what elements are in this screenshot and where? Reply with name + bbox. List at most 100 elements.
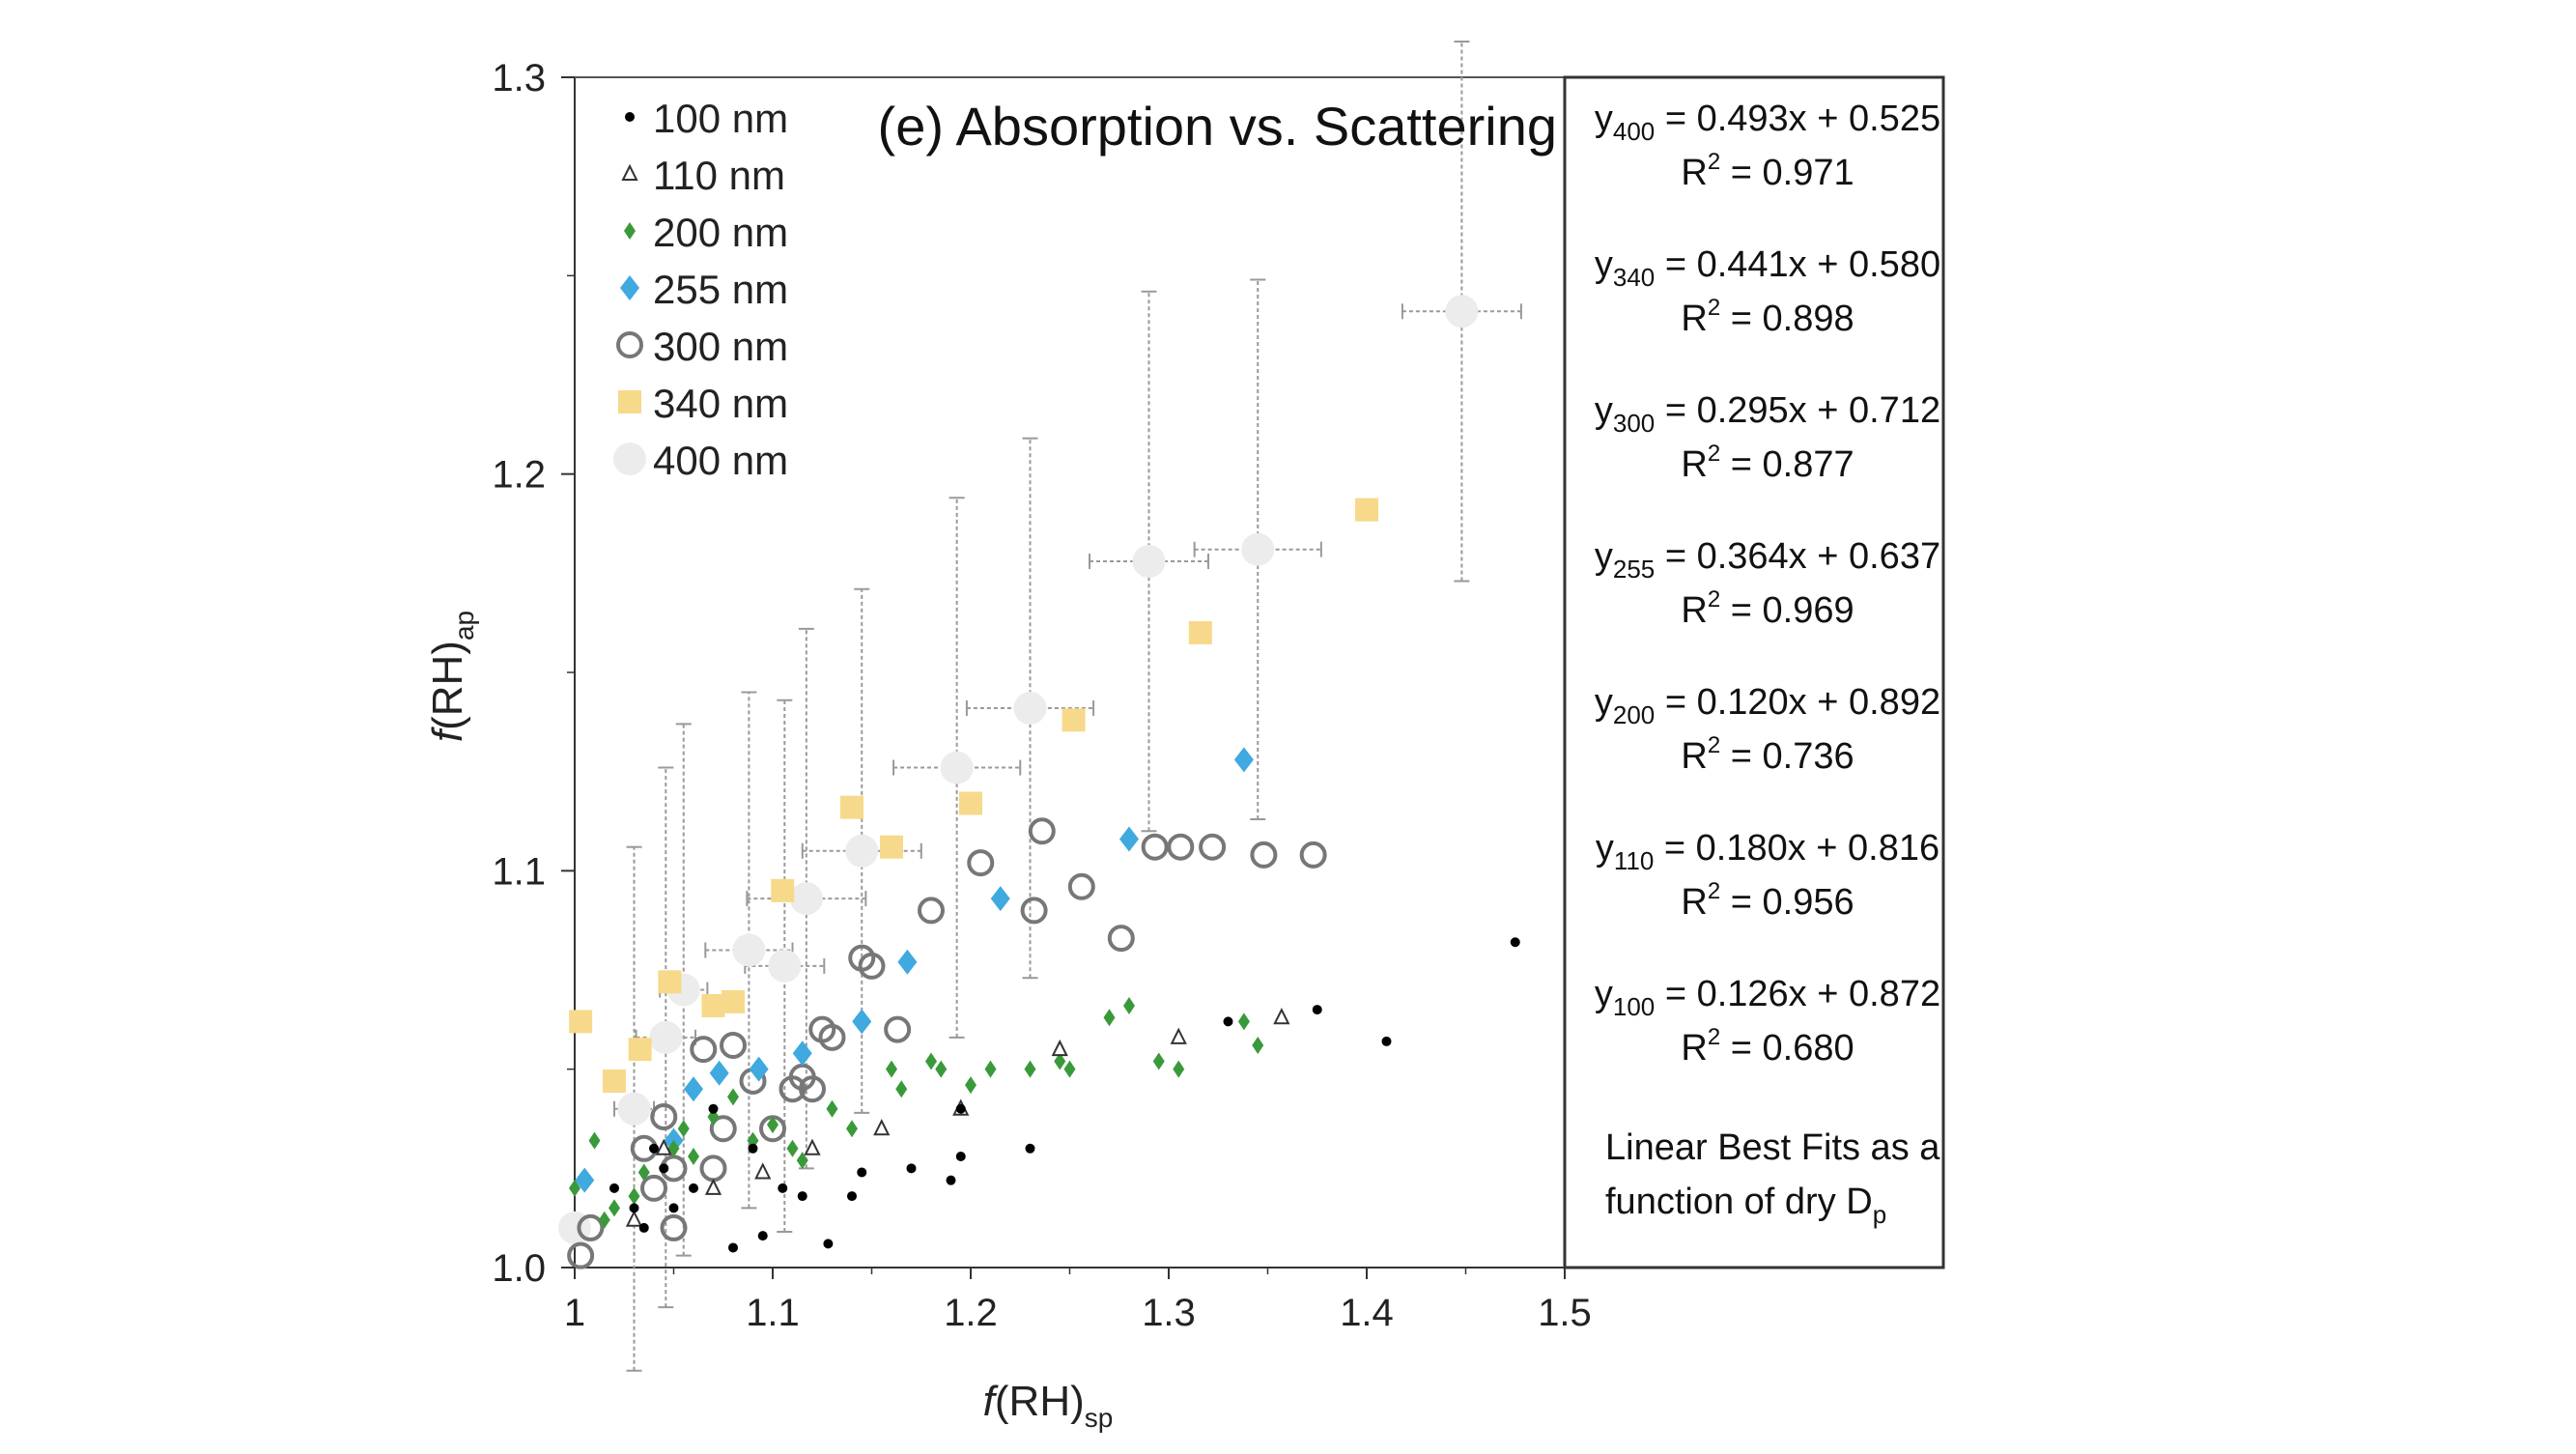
point-300-nm	[1141, 833, 1169, 861]
point-200-nm	[846, 1120, 858, 1138]
point-200-nm	[965, 1076, 977, 1095]
point-400-nm	[732, 933, 766, 967]
legend-marker	[625, 112, 635, 122]
point-400-nm	[1013, 691, 1047, 725]
point-200-nm	[1063, 1060, 1076, 1078]
point-100-nm	[668, 1203, 679, 1213]
point-300-nm	[858, 952, 886, 980]
point-200-nm	[1237, 1012, 1250, 1031]
point-100-nm	[708, 1103, 719, 1114]
point-100-nm	[1381, 1036, 1392, 1046]
y-tick-label: 1.2	[492, 454, 546, 497]
point-110-nm	[1051, 1039, 1068, 1057]
y-axis-label: f(RH)ap	[424, 611, 479, 742]
axes: 1 1.1 1.2 1.3 1.4 1.5 1.0 1.1 1.2 1.3 f(RH)sp f(RH)…	[424, 57, 1592, 1433]
point-340-nm	[603, 1069, 626, 1093]
point-340-nm	[701, 993, 725, 1017]
legend-marker	[613, 442, 646, 475]
point-100-nm	[757, 1231, 768, 1241]
point-255-nm	[684, 1076, 703, 1102]
point-340-nm	[628, 1038, 652, 1062]
point-200-nm	[935, 1060, 948, 1078]
fit-r-squared: R2 = 0.680	[1681, 1024, 1854, 1069]
point-200-nm	[598, 1211, 610, 1229]
point-100-nm	[847, 1191, 857, 1202]
point-200-nm	[677, 1120, 690, 1138]
legend-label: 340 nm	[653, 381, 788, 426]
point-300-nm	[1067, 872, 1095, 900]
point-100-nm	[857, 1167, 867, 1178]
point-340-nm	[959, 791, 982, 815]
point-400-nm	[768, 949, 802, 983]
legend-marker	[620, 275, 639, 300]
point-255-nm	[792, 1041, 812, 1067]
point-100-nm	[1025, 1143, 1035, 1154]
point-300-nm	[690, 1036, 718, 1064]
point-200-nm	[1152, 1052, 1165, 1070]
point-255-nm	[749, 1056, 769, 1082]
point-340-nm	[880, 835, 903, 859]
point-340-nm	[1188, 620, 1212, 644]
point-100-nm	[823, 1239, 834, 1249]
fit-r-squared: R2 = 0.877	[1681, 441, 1854, 485]
point-300-nm	[720, 1032, 747, 1060]
fit-r-squared: R2 = 0.736	[1681, 732, 1854, 777]
point-100-nm	[797, 1191, 807, 1202]
point-400-nm	[845, 834, 879, 868]
point-200-nm	[609, 1199, 620, 1217]
point-200-nm	[984, 1060, 997, 1078]
fit-r-squared: R2 = 0.969	[1681, 586, 1854, 631]
point-100-nm	[946, 1175, 956, 1185]
point-300-nm	[918, 897, 945, 925]
x-tick-label: 1.2	[944, 1292, 998, 1334]
point-200-nm	[1252, 1037, 1264, 1055]
point-100-nm	[955, 1103, 966, 1114]
point-255-nm	[1233, 747, 1254, 773]
fit-r-squared: R2 = 0.898	[1681, 295, 1854, 339]
chart-title: (e) Absorption vs. Scattering	[878, 96, 1557, 157]
point-200-nm	[1123, 996, 1135, 1014]
point-100-nm	[1223, 1016, 1233, 1027]
legend-marker	[618, 390, 641, 413]
legend: 100 nm 110 nm 200 nm 255 nm 300 nm 340 nm 400 …	[613, 96, 788, 483]
fit-r-squared: R2 = 0.956	[1681, 878, 1854, 923]
point-300-nm	[818, 1023, 846, 1051]
data-points	[558, 295, 1520, 1269]
y-tick-label: 1.0	[492, 1247, 546, 1290]
legend-label: 255 nm	[653, 267, 788, 312]
x-tick-label: 1.1	[746, 1292, 800, 1334]
fit-note-line2: function of dry Dp	[1605, 1182, 1886, 1229]
point-100-nm	[649, 1143, 659, 1154]
point-200-nm	[886, 1060, 897, 1078]
point-400-nm	[649, 1020, 683, 1054]
point-340-nm	[569, 1010, 593, 1034]
legend-label: 100 nm	[653, 96, 788, 141]
legend-label: 300 nm	[653, 324, 788, 369]
fit-equation: y110 = 0.180x + 0.816	[1596, 828, 1939, 875]
point-100-nm	[906, 1163, 917, 1174]
point-340-nm	[722, 989, 745, 1013]
fit-note-line1: Linear Best Fits as a	[1605, 1127, 1940, 1168]
point-300-nm	[640, 1174, 667, 1202]
point-300-nm	[967, 849, 995, 877]
point-200-nm	[588, 1131, 601, 1150]
point-340-nm	[1062, 708, 1086, 732]
point-255-nm	[897, 949, 918, 975]
point-255-nm	[990, 886, 1010, 912]
point-110-nm	[1273, 1008, 1290, 1025]
point-300-nm	[1299, 841, 1327, 869]
point-300-nm	[1107, 925, 1135, 953]
point-200-nm	[637, 1163, 650, 1182]
x-tick-label: 1.3	[1142, 1292, 1196, 1334]
point-200-nm	[688, 1148, 699, 1166]
point-110-nm	[754, 1162, 772, 1180]
legend-marker	[621, 163, 638, 181]
x-tick-label: 1.5	[1538, 1292, 1592, 1334]
point-100-nm	[629, 1203, 639, 1213]
point-400-nm	[789, 882, 823, 916]
point-100-nm	[638, 1222, 649, 1233]
point-300-nm	[1020, 897, 1048, 925]
point-300-nm	[567, 1241, 595, 1269]
point-340-nm	[1355, 498, 1378, 522]
